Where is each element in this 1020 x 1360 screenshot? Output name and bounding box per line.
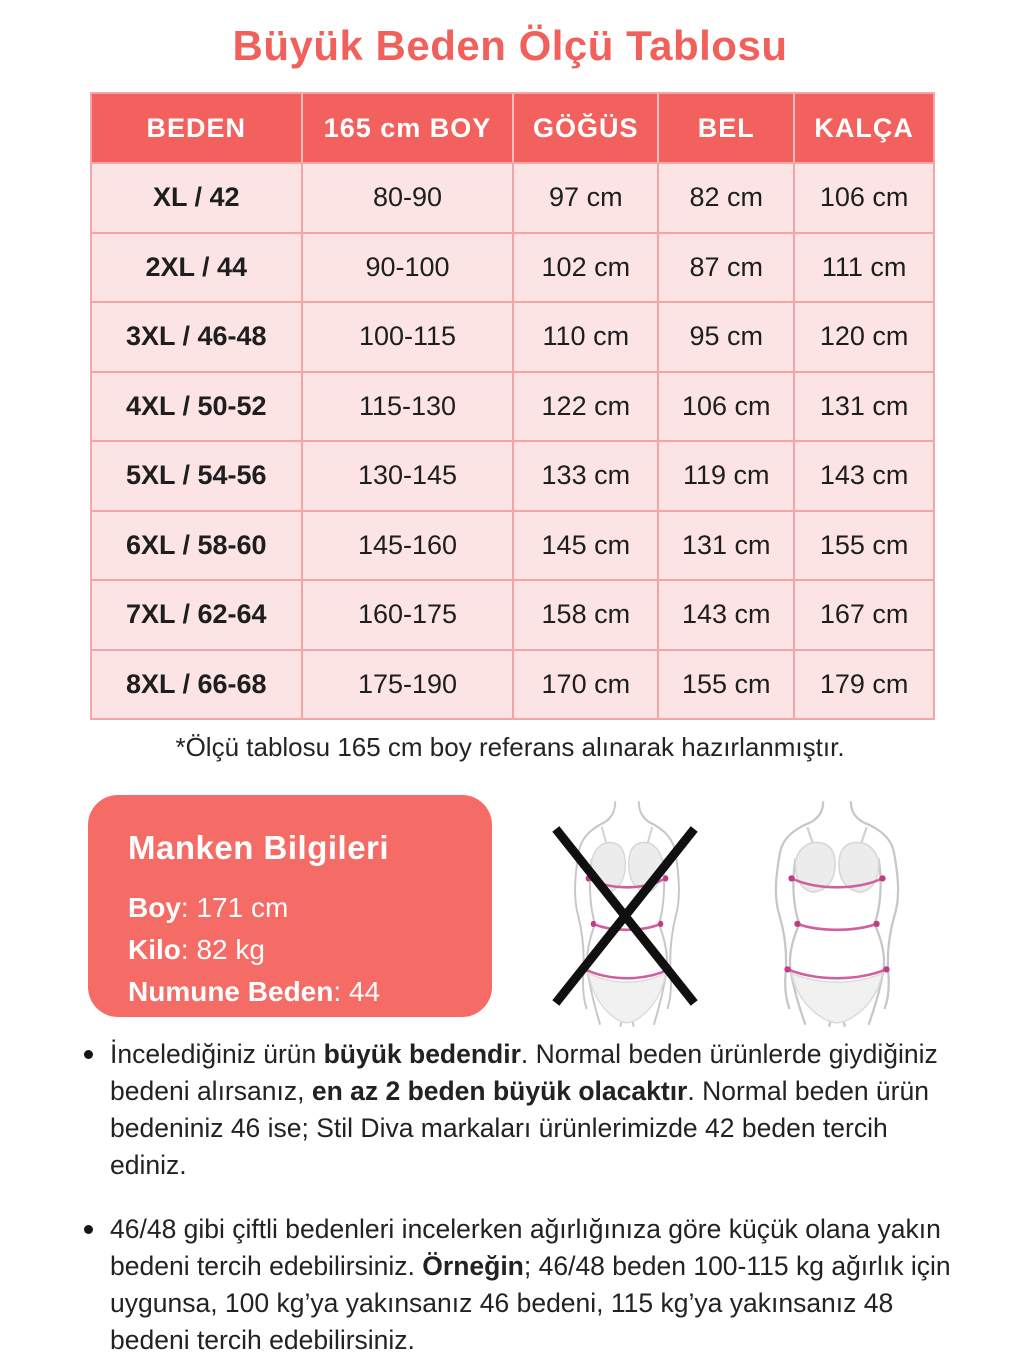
cell-bel: 143 cm [657, 581, 793, 649]
cell-size: 7XL / 62-64 [125, 599, 267, 630]
cell-kalca: 143 cm [793, 442, 933, 510]
table-row: 6XL / 58-60 145-160 145 cm 131 cm 155 cm [92, 509, 933, 579]
model-info-card: Manken Bilgileri Boy: 171 cm Kilo: 82 kg… [88, 795, 492, 1017]
header-cell-beden: BEDEN [146, 112, 247, 143]
cell-kalca: 155 cm [793, 511, 933, 579]
header-cell-kalca: KALÇA [793, 94, 933, 162]
cell-bel: 95 cm [657, 303, 793, 371]
cell-gogus: 170 cm [512, 650, 657, 718]
cell-kalca: 111 cm [793, 233, 933, 301]
cell-boy: 160-175 [300, 581, 513, 649]
table-row: 5XL / 54-56 130-145 133 cm 119 cm 143 cm [92, 440, 933, 510]
model-info-row: Boy: 171 cm [128, 887, 462, 929]
cell-bel: 87 cm [657, 233, 793, 301]
note-text: İncelediğiniz ürün [110, 1039, 324, 1069]
table-row: 3XL / 46-48 100-115 110 cm 95 cm 120 cm [92, 301, 933, 371]
cell-bel: 131 cm [657, 511, 793, 579]
cell-boy: 115-130 [300, 372, 513, 440]
note-text: ; 46/48 beden 100-115 kg ağırlık için uy… [110, 1251, 951, 1355]
cell-size: 5XL / 54-56 [125, 460, 267, 491]
size-table: BEDEN 165 cm BOY GÖĞÜS BEL KALÇA XL / 42… [90, 92, 935, 720]
cell-gogus: 97 cm [512, 164, 657, 232]
note-text: . Normal beden ürünlerde giydiğiniz bede… [110, 1039, 938, 1106]
cell-size: 4XL / 50-52 [125, 390, 267, 421]
table-footnote: *Ölçü tablosu 165 cm boy referans alınar… [175, 732, 845, 762]
cell-kalca: 179 cm [793, 650, 933, 718]
figure-illustrations [538, 795, 926, 1027]
table-row: 4XL / 50-52 115-130 122 cm 106 cm 131 cm [92, 370, 933, 440]
cell-gogus: 145 cm [512, 511, 657, 579]
crossed-out-slim-body-icon [552, 801, 698, 1027]
x-mark-icon [552, 826, 698, 1006]
table-row: XL / 42 80-90 97 cm 82 cm 106 cm [92, 162, 933, 232]
note-text: . Normal beden ürün bedeniniz 46 ise; St… [110, 1076, 929, 1180]
cell-size: XL / 42 [153, 182, 240, 213]
model-info-value: : 82 kg [180, 934, 265, 965]
cell-kalca: 131 cm [793, 372, 933, 440]
model-info-section: Manken Bilgileri Boy: 171 cm Kilo: 82 kg… [88, 795, 926, 1027]
cell-gogus: 133 cm [512, 442, 657, 510]
table-row: 7XL / 62-64 160-175 158 cm 143 cm 167 cm [92, 579, 933, 649]
note-item: 46/48 gibi çiftli bedenleri incelerken a… [82, 1211, 968, 1359]
cell-gogus: 110 cm [512, 303, 657, 371]
cell-boy: 90-100 [300, 233, 513, 301]
cell-boy: 145-160 [300, 511, 513, 579]
cell-gogus: 122 cm [512, 372, 657, 440]
cell-gogus: 158 cm [512, 581, 657, 649]
model-info-label: Boy [128, 892, 181, 923]
cell-boy: 100-115 [300, 303, 513, 371]
table-header-row: BEDEN 165 cm BOY GÖĞÜS BEL KALÇA [92, 94, 933, 162]
table-row: 8XL / 66-68 175-190 170 cm 155 cm 179 cm [92, 648, 933, 718]
cell-kalca: 167 cm [793, 581, 933, 649]
model-info-title: Manken Bilgileri [128, 829, 390, 866]
cell-bel: 106 cm [657, 372, 793, 440]
cell-size: 8XL / 66-68 [125, 668, 267, 699]
model-info-row: Numune Beden: 44 [128, 971, 462, 1013]
note-text: 46/48 gibi çiftli bedenleri incelerken a… [110, 1214, 941, 1281]
note-text-bold: Örneğin [422, 1251, 524, 1281]
cell-size: 3XL / 46-48 [125, 321, 267, 352]
note-text-bold: büyük bedendir [323, 1039, 521, 1069]
model-info-label: Numune Beden [128, 976, 334, 1007]
model-info-value: : 44 [333, 976, 381, 1007]
cell-kalca: 120 cm [793, 303, 933, 371]
note-text-bold: en az 2 beden büyük olacaktır [311, 1076, 688, 1106]
cell-bel: 82 cm [657, 164, 793, 232]
note-item: İncelediğiniz ürün büyük bedendir. Norma… [82, 1036, 968, 1184]
plus-size-body-icon [774, 801, 900, 1027]
cell-bel: 155 cm [657, 650, 793, 718]
cell-gogus: 102 cm [512, 233, 657, 301]
header-cell-bel: BEL [657, 94, 793, 162]
cell-boy: 130-145 [300, 442, 513, 510]
cell-size: 2XL / 44 [145, 251, 248, 282]
cell-bel: 119 cm [657, 442, 793, 510]
model-info-value: : 171 cm [180, 892, 289, 923]
header-cell-boy: 165 cm BOY [300, 94, 513, 162]
cell-size: 6XL / 58-60 [125, 529, 267, 560]
cell-boy: 80-90 [300, 164, 513, 232]
cell-kalca: 106 cm [793, 164, 933, 232]
cell-boy: 175-190 [300, 650, 513, 718]
table-row: 2XL / 44 90-100 102 cm 87 cm 111 cm [92, 231, 933, 301]
model-info-label: Kilo [128, 934, 181, 965]
notes-list: İncelediğiniz ürün büyük bedendir. Norma… [82, 1036, 968, 1360]
page-title: Büyük Beden Ölçü Tablosu [232, 22, 788, 69]
header-cell-gogus: GÖĞÜS [512, 94, 657, 162]
model-info-row: Kilo: 82 kg [128, 929, 462, 971]
